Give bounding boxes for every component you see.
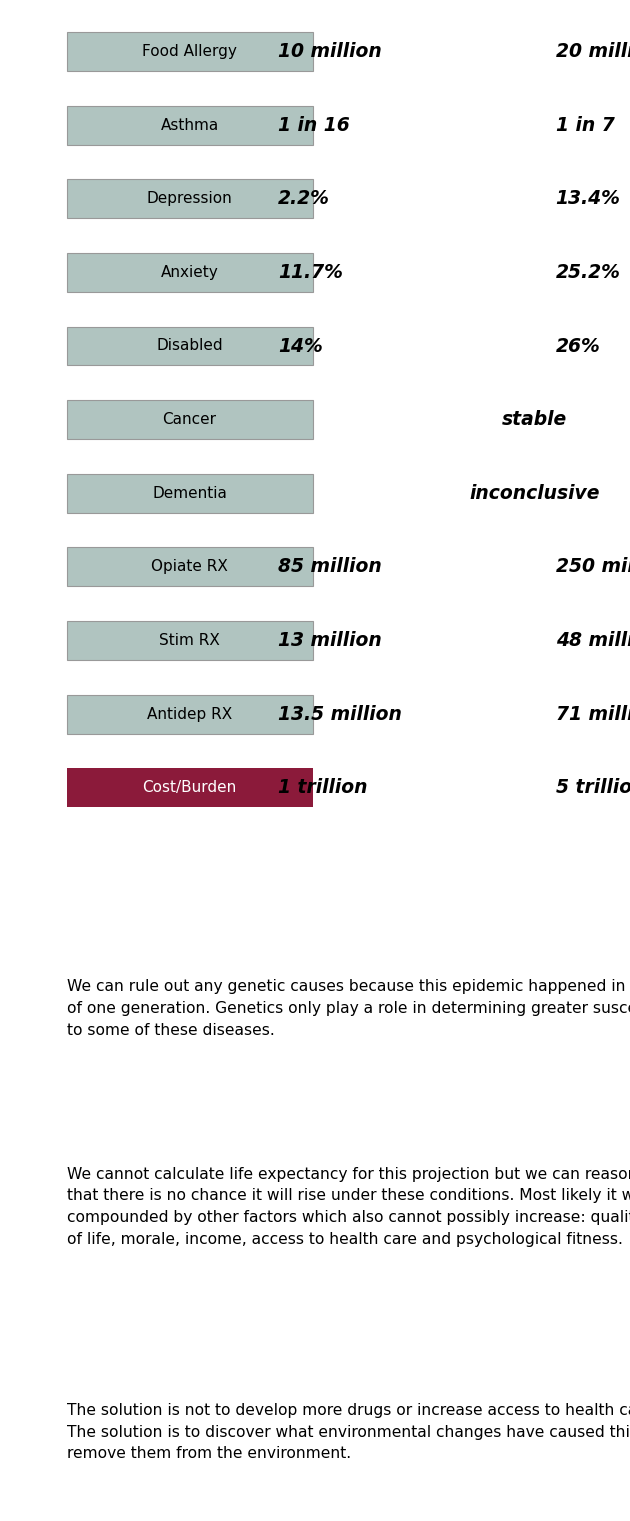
Text: Food Allergy: Food Allergy	[142, 44, 237, 59]
Text: 13.5 million: 13.5 million	[278, 704, 402, 724]
Text: 71 million: 71 million	[556, 704, 630, 724]
Text: Asthma: Asthma	[161, 117, 219, 132]
Text: stable: stable	[502, 411, 568, 429]
Text: Anxiety: Anxiety	[161, 265, 219, 280]
Text: 1 in 16: 1 in 16	[278, 116, 350, 135]
Text: 48 million: 48 million	[556, 631, 630, 649]
Text: 1 in 7: 1 in 7	[556, 116, 614, 135]
Text: 2.2%: 2.2%	[278, 189, 329, 208]
Text: 26%: 26%	[556, 336, 600, 356]
Text: inconclusive: inconclusive	[469, 484, 600, 503]
Text: Stim RX: Stim RX	[159, 633, 220, 648]
Text: 14%: 14%	[278, 336, 323, 356]
FancyBboxPatch shape	[67, 695, 312, 733]
Text: 13.4%: 13.4%	[556, 189, 621, 208]
Text: Antidep RX: Antidep RX	[147, 707, 232, 721]
FancyBboxPatch shape	[67, 179, 312, 218]
FancyBboxPatch shape	[67, 621, 312, 660]
FancyBboxPatch shape	[67, 400, 312, 440]
Text: We cannot calculate life expectancy for this projection but we can reasonably in: We cannot calculate life expectancy for …	[67, 1167, 630, 1247]
Text: 10 million: 10 million	[278, 43, 382, 61]
Text: Disabled: Disabled	[156, 339, 223, 353]
Text: 5 trillion: 5 trillion	[556, 779, 630, 797]
Text: 1 trillion: 1 trillion	[278, 779, 367, 797]
Text: 250 million: 250 million	[556, 557, 630, 576]
Text: Depression: Depression	[147, 192, 232, 207]
Text: 85 million: 85 million	[278, 557, 382, 576]
FancyBboxPatch shape	[67, 327, 312, 365]
FancyBboxPatch shape	[67, 473, 312, 513]
Text: We can rule out any genetic causes because this epidemic happened in the span
of: We can rule out any genetic causes becau…	[67, 980, 630, 1037]
Text: Dementia: Dementia	[152, 485, 227, 500]
Text: 11.7%: 11.7%	[278, 263, 343, 281]
Text: The solution is not to develop more drugs or increase access to health care.
The: The solution is not to develop more drug…	[67, 1402, 630, 1462]
FancyBboxPatch shape	[67, 106, 312, 144]
Text: 20 million: 20 million	[556, 43, 630, 61]
Text: Opiate RX: Opiate RX	[151, 560, 228, 575]
FancyBboxPatch shape	[67, 252, 312, 292]
FancyBboxPatch shape	[67, 32, 312, 71]
Text: 13 million: 13 million	[278, 631, 382, 649]
Text: 25.2%: 25.2%	[556, 263, 621, 281]
FancyBboxPatch shape	[67, 548, 312, 586]
Text: Cost/Burden: Cost/Burden	[142, 780, 237, 795]
Text: Cancer: Cancer	[163, 412, 217, 427]
FancyBboxPatch shape	[67, 768, 312, 808]
